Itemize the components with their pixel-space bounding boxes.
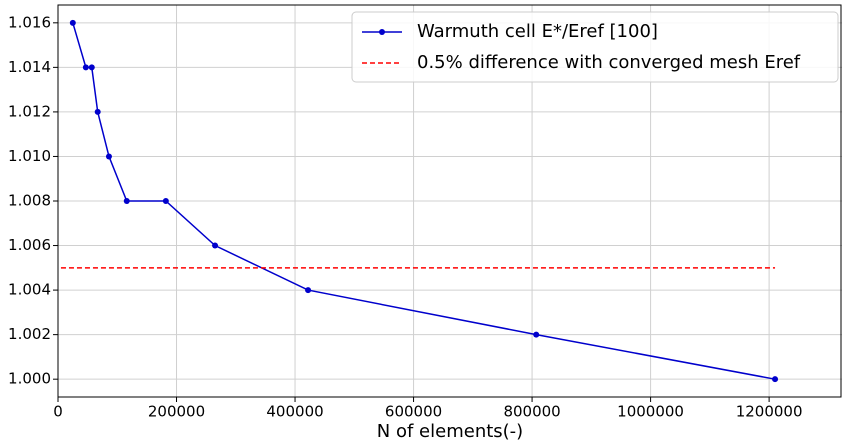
x-tick-label: 400000: [266, 403, 323, 421]
y-tick-label: 1.008: [8, 192, 51, 210]
point: [94, 108, 101, 115]
x-tick-label: 1200000: [736, 403, 803, 421]
legend-label: Warmuth cell E*/Eref [100]: [417, 21, 658, 42]
x-tick-label: 0: [53, 403, 63, 421]
x-tick-label: 1000000: [617, 403, 684, 421]
legend-marker: [379, 29, 385, 35]
legend-label: 0.5% difference with converged mesh Eref: [417, 52, 801, 73]
point: [305, 287, 312, 294]
point: [123, 198, 130, 204]
point: [105, 153, 112, 160]
point: [533, 331, 540, 338]
y-tick-label: 1.012: [8, 102, 51, 120]
point: [212, 242, 219, 249]
y-tick-label: 1.010: [8, 147, 51, 165]
x-tick-label: 600000: [385, 403, 442, 421]
y-tick-label: 1.002: [8, 325, 51, 343]
x-tick-label: 200000: [148, 403, 205, 421]
y-tick-label: 1.016: [8, 13, 51, 31]
y-tick-label: 1.004: [8, 281, 51, 299]
y-tick-label: 1.006: [8, 236, 51, 254]
point: [88, 64, 95, 71]
x-axis-label: N of elements(-): [377, 421, 523, 442]
legend-box: [351, 11, 839, 83]
point: [162, 198, 169, 204]
plot-frame: [57, 4, 842, 398]
point: [69, 19, 76, 26]
y-tick-label: 1.000: [8, 370, 51, 388]
point: [772, 376, 779, 383]
x-tick-label: 800000: [503, 403, 560, 421]
point: [82, 64, 89, 71]
y-tick-label: 1.014: [8, 58, 51, 76]
